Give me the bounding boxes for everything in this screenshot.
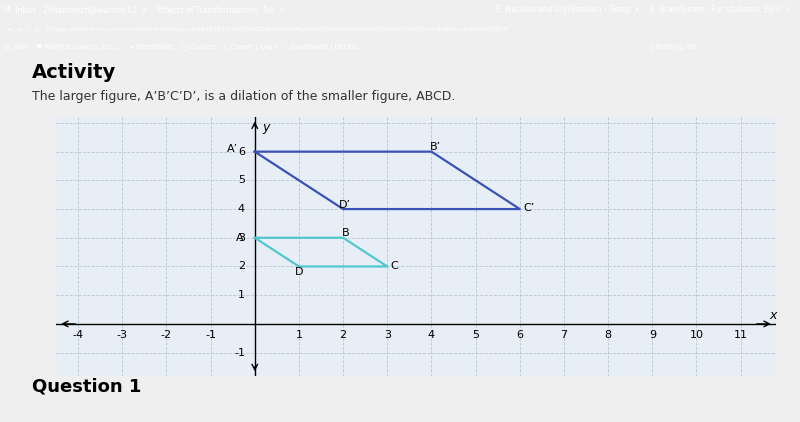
Text: 4: 4 [238, 204, 245, 214]
Text: 8: 8 [605, 330, 612, 340]
Text: 5: 5 [472, 330, 479, 340]
Text: B: B [342, 228, 349, 238]
Text: 6: 6 [516, 330, 523, 340]
Text: A’: A’ [227, 144, 238, 154]
Text: The larger figure, A’B’C’D’, is a dilation of the smaller figure, ABCD.: The larger figure, A’B’C’D’, is a dilati… [31, 90, 455, 103]
Text: 4: 4 [428, 330, 435, 340]
Text: C’: C’ [523, 203, 534, 213]
Text: C: C [390, 262, 398, 271]
Text: y: y [262, 122, 270, 135]
Text: 1: 1 [295, 330, 302, 340]
Text: M  Inbox · 26nabranch@warrick.k1  ×    Effects of Transformations: Tut  ×: M Inbox · 26nabranch@warrick.k1 × Effect… [4, 5, 285, 14]
Text: ←  →  C  ⌂    f1.app.edmentum.com/courseware-delivery/ua/49421972/45324321/aHR0c: ← → C ⌂ f1.app.edmentum.com/courseware-d… [8, 27, 507, 32]
Text: 📖 Reading list: 📖 Reading list [649, 44, 696, 50]
Text: D’: D’ [339, 200, 351, 210]
Text: -1: -1 [234, 348, 245, 357]
Text: 2: 2 [339, 330, 346, 340]
Text: -3: -3 [117, 330, 128, 340]
Text: -2: -2 [161, 330, 172, 340]
Text: B’: B’ [430, 142, 442, 152]
Text: A: A [235, 233, 243, 243]
Text: E  Natalee and Lily(Besties) - Goog  ×    B  Brainly.com - For students. By s  ×: E Natalee and Lily(Besties) - Goog × B B… [496, 5, 800, 14]
Text: 7: 7 [561, 330, 567, 340]
Text: 5: 5 [238, 176, 245, 185]
Text: 3: 3 [238, 233, 245, 243]
Text: 1: 1 [238, 290, 245, 300]
Text: D: D [294, 267, 303, 277]
Text: 11: 11 [734, 330, 748, 340]
Text: 3: 3 [384, 330, 390, 340]
Text: 10: 10 [690, 330, 703, 340]
Text: Activity: Activity [31, 63, 116, 82]
Text: Question 1: Question 1 [31, 378, 141, 396]
Text: 6: 6 [238, 146, 245, 157]
Text: ✉ mail    ♥ Warrick County Sch...    ❧ ParentVUE    ⬛ Classes    C Clever | Log : ✉ mail ♥ Warrick County Sch... ❧ ParentV… [4, 43, 362, 51]
Text: 9: 9 [649, 330, 656, 340]
Text: -4: -4 [73, 330, 84, 340]
Text: -1: -1 [205, 330, 216, 340]
Text: 2: 2 [238, 262, 245, 271]
Text: x: x [770, 309, 777, 322]
